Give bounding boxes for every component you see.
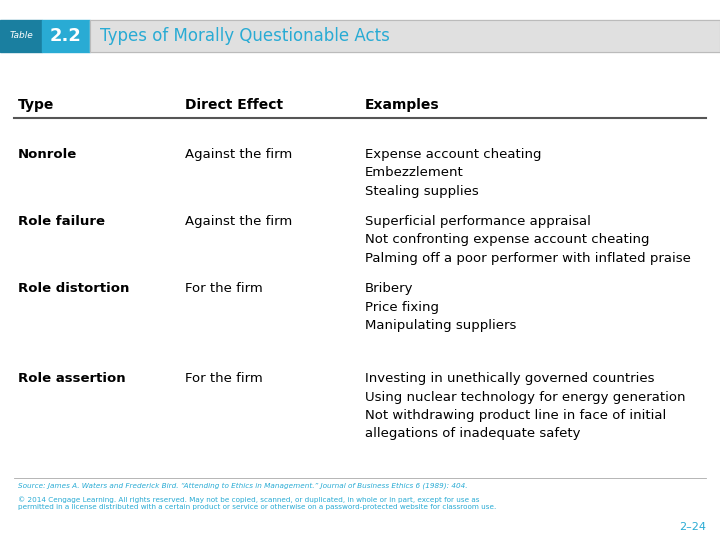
Bar bbox=[90, 20, 720, 52]
Bar bbox=[0, 20, 42, 52]
Text: Source: James A. Waters and Frederick Bird. “Attending to Ethics in Management.”: Source: James A. Waters and Frederick Bi… bbox=[18, 482, 467, 489]
Text: © 2014 Cengage Learning. All rights reserved. May not be copied, scanned, or dup: © 2014 Cengage Learning. All rights rese… bbox=[18, 496, 496, 510]
Text: Investing in unethically governed countries
Using nuclear technology for energy : Investing in unethically governed countr… bbox=[365, 372, 685, 441]
Text: Against the firm: Against the firm bbox=[185, 215, 292, 228]
Text: Bribery
Price fixing
Manipulating suppliers: Bribery Price fixing Manipulating suppli… bbox=[365, 282, 516, 332]
Text: Type: Type bbox=[18, 98, 55, 112]
Text: Expense account cheating
Embezzlement
Stealing supplies: Expense account cheating Embezzlement St… bbox=[365, 148, 541, 198]
Text: Role assertion: Role assertion bbox=[18, 372, 125, 385]
Text: For the firm: For the firm bbox=[185, 282, 263, 295]
Text: Examples: Examples bbox=[365, 98, 440, 112]
Text: Nonrole: Nonrole bbox=[18, 148, 77, 161]
Text: 2–24: 2–24 bbox=[679, 522, 706, 532]
Bar bbox=[42, 20, 90, 52]
Bar bbox=[90, 20, 720, 52]
Text: Table: Table bbox=[9, 31, 33, 40]
Text: Role distortion: Role distortion bbox=[18, 282, 130, 295]
Text: 2.2: 2.2 bbox=[50, 27, 82, 45]
Text: Direct Effect: Direct Effect bbox=[185, 98, 283, 112]
Text: Against the firm: Against the firm bbox=[185, 148, 292, 161]
Text: Role failure: Role failure bbox=[18, 215, 105, 228]
Text: For the firm: For the firm bbox=[185, 372, 263, 385]
Text: Types of Morally Questionable Acts: Types of Morally Questionable Acts bbox=[100, 27, 390, 45]
Text: Superficial performance appraisal
Not confronting expense account cheating
Palmi: Superficial performance appraisal Not co… bbox=[365, 215, 691, 265]
